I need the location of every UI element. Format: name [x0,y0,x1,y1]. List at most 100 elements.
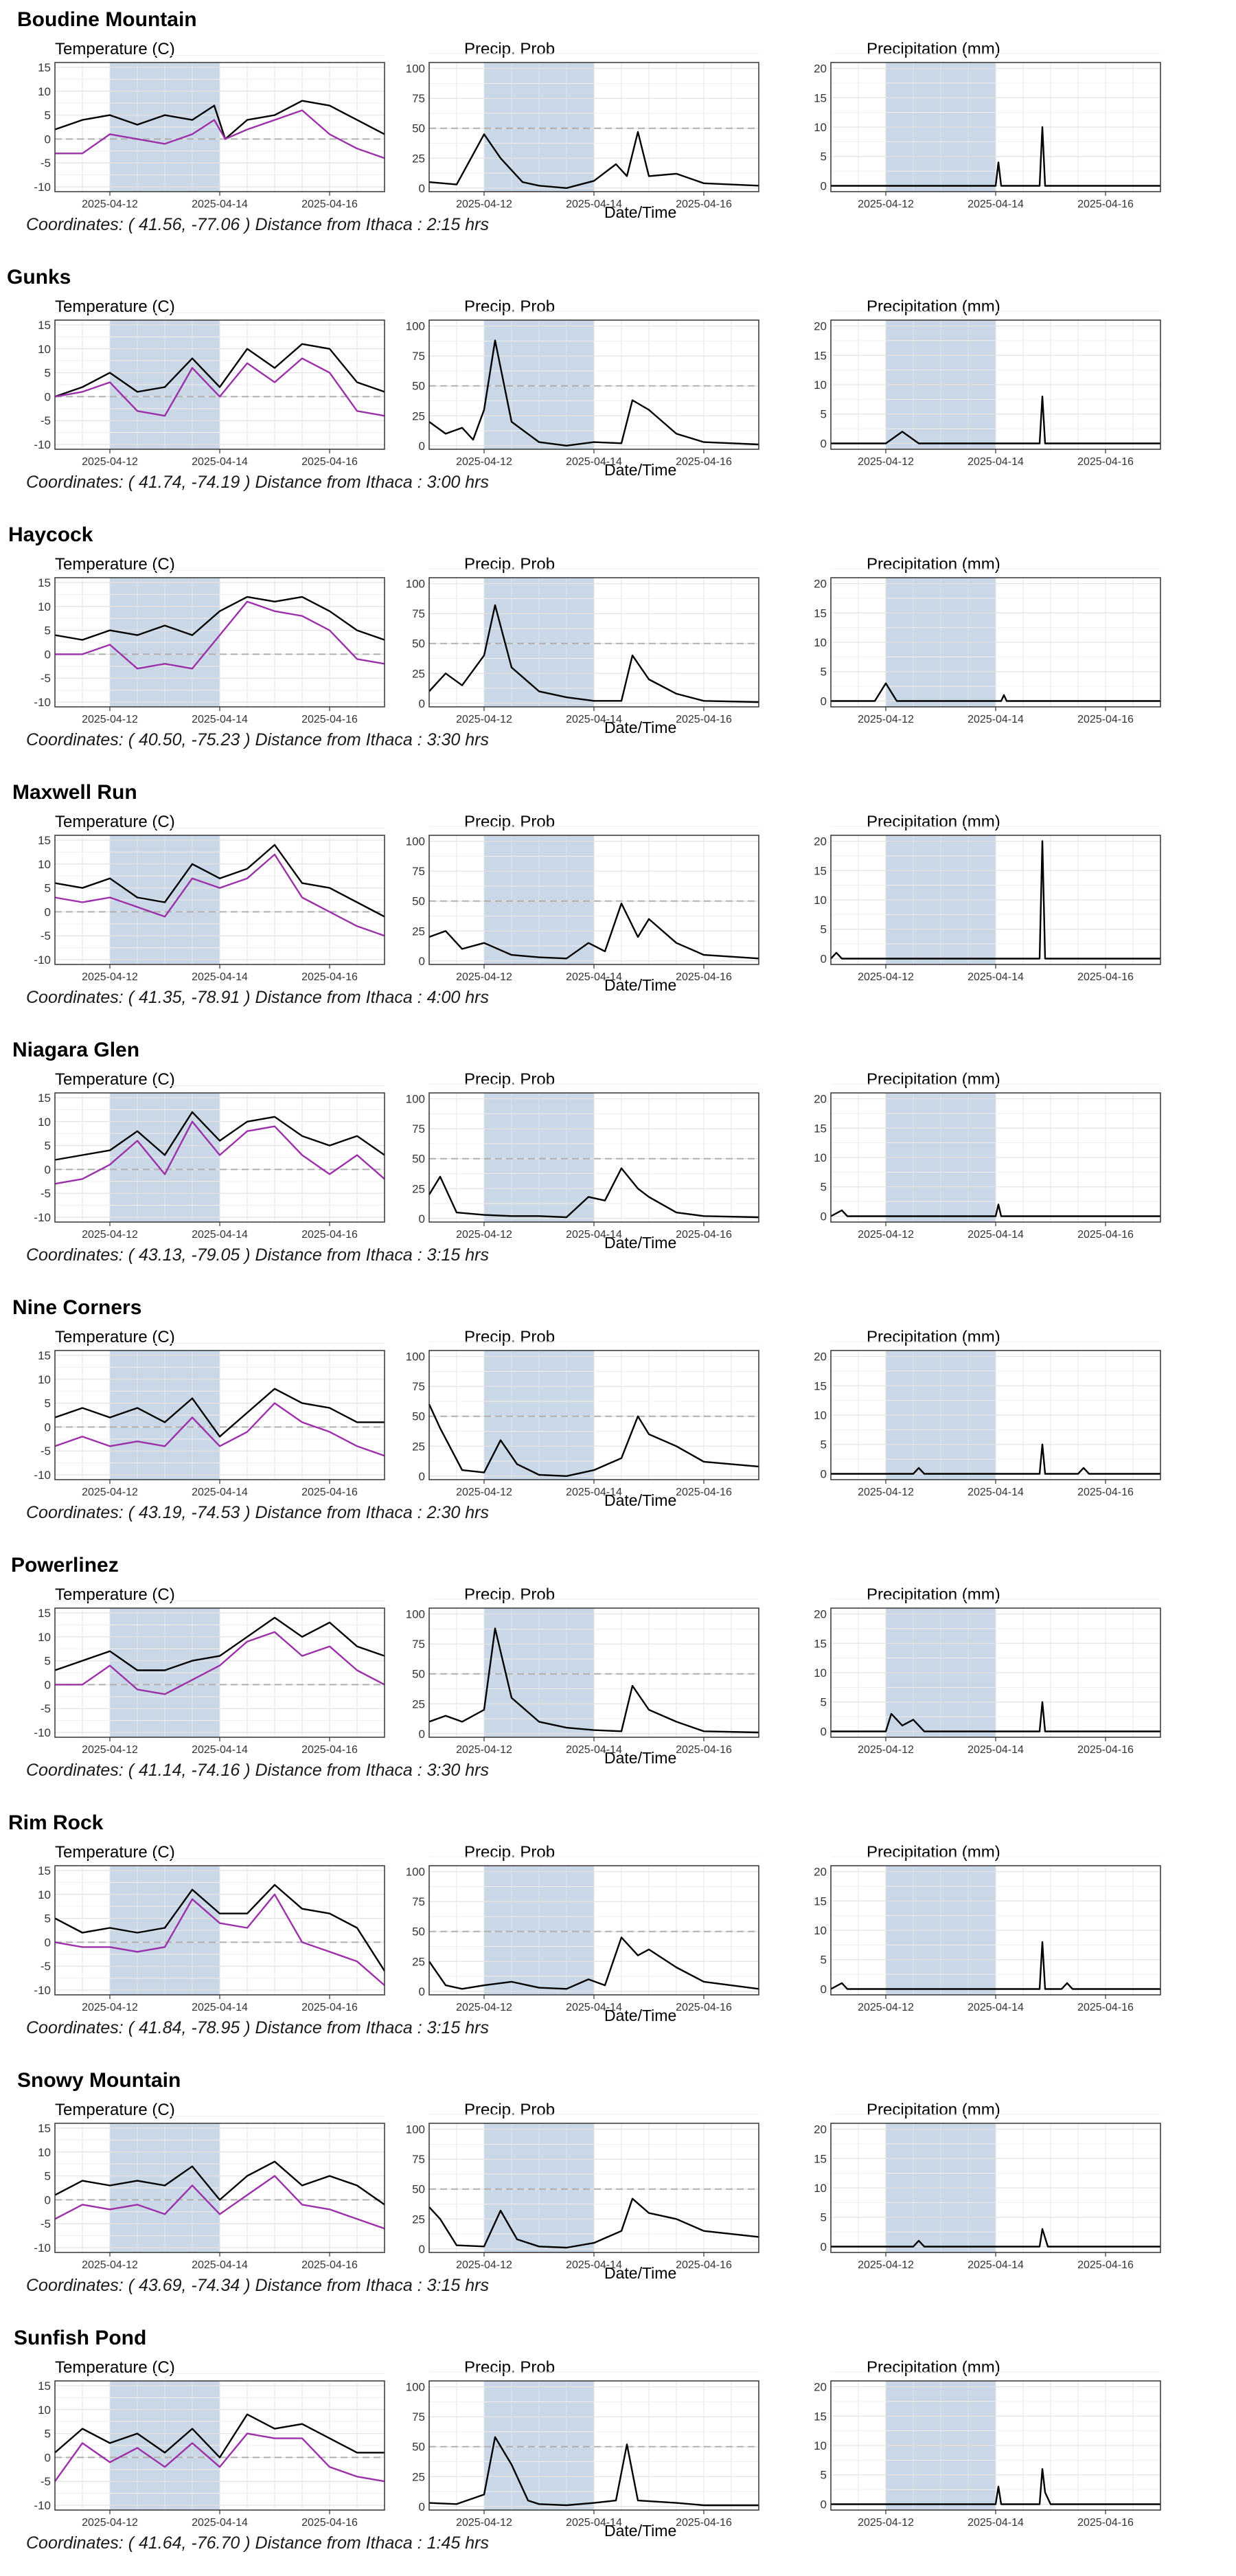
x-tick-label: 2025-04-12 [82,1229,138,1241]
y-tick-label: 0 [419,1212,425,1225]
panel-title: Temperature (C) [55,1585,175,1604]
y-tick-label: 5 [821,666,827,679]
panel-plot: 0 25 50 75 100 2025-04-12 2025-04-14 2025-04-16 [406,53,759,210]
y-tick-label: 10 [38,85,51,98]
series-line [428,2197,759,2249]
y-tick-label: 5 [821,1181,827,1194]
y-tick-label: 15 [38,834,51,847]
panel-title: Precip. Prob [464,1585,556,1604]
x-tick-label: 2025-04-12 [82,714,138,725]
x-tick-label: 2025-04-14 [192,199,248,210]
y-tick-label: 100 [406,1608,425,1621]
location-block: Boudine Mountain Temperature (C) Precip. P… [0,0,1236,258]
series-line [54,357,385,417]
location-block: Powerlinez Temperature (C) Precip. Prob Pre… [0,1546,1236,1803]
panel-title: Temperature (C) [55,555,175,574]
y-tick-label: 10 [814,121,827,134]
panel-plot: -10 -5 0 5 10 15 2025-04-12 2025-04-14 2025-04-1… [34,2373,385,2529]
panel-title: Temperature (C) [55,297,175,316]
y-tick-label: 0 [419,2500,425,2513]
series-line [54,1616,385,1671]
x-tick-label: 2025-04-14 [192,1744,248,1756]
y-tick-label: 0 [821,952,827,965]
y-tick-label: -5 [41,1445,51,1458]
panel-title: Precipitation (mm) [867,40,1000,58]
y-tick-label: 0 [45,133,51,146]
x-tick-label: 2025-04-14 [968,2002,1024,2013]
series-line [54,596,385,641]
y-tick-label: 0 [821,694,827,708]
panel-title: Precipitation (mm) [867,297,1000,316]
panel-title: Precip. Prob [464,40,556,58]
x-tick-label: 2025-04-12 [858,714,914,725]
x-tick-label: 2025-04-16 [301,199,358,210]
x-tick-label: 2025-04-14 [968,971,1024,983]
y-tick-label: 10 [814,2439,827,2452]
series-line [54,2413,385,2459]
panel-plot: -10 -5 0 5 10 15 2025-04-12 2025-04-14 2025-04-1… [34,1601,385,1756]
x-tick-label: 2025-04-12 [456,1744,512,1756]
coordinates-caption: Coordinates: ( 41.64, -76.70 ) Distance … [26,2533,489,2553]
panel-plot: 0 5 10 15 20 2025-04-12 2025-04-14 2025-04-16 [814,1598,1161,1756]
panel-plot: 0 5 10 15 20 2025-04-12 2025-04-14 2025-04-16 [814,2114,1161,2271]
x-tick-label: 2025-04-14 [192,2259,248,2271]
y-tick-label: 10 [38,343,51,356]
x-tick-label: 2025-04-12 [82,971,138,983]
panel-title: Precipitation (mm) [867,1070,1000,1089]
panel-title: Temperature (C) [55,813,175,831]
x-tick-label: 2025-04-12 [82,2259,138,2271]
panel-plot: -10 -5 0 5 10 15 2025-04-12 2025-04-14 2025-04-1… [34,570,385,725]
x-tick-label: 2025-04-16 [301,2259,358,2271]
x-tick-label: 2025-04-16 [676,2517,732,2529]
location-title: Rim Rock [8,1811,104,1834]
y-tick-label: 5 [45,2428,51,2441]
y-tick-label: 15 [38,576,51,589]
y-tick-label: 25 [412,409,425,422]
panel-title: Temperature (C) [55,1328,175,1346]
y-tick-label: 75 [412,1380,425,1393]
x-tick-label: 2025-04-14 [566,1229,622,1241]
y-tick-label: 15 [814,1379,827,1392]
y-tick-label: 50 [412,2183,425,2196]
panel-plot: 0 25 50 75 100 2025-04-12 2025-04-14 2025-04-16 [406,1598,759,1756]
series-line [830,1204,1160,1217]
x-axis-title: Date/Time [604,2007,677,2024]
y-tick-label: 10 [814,379,827,392]
series-line [54,1402,385,1457]
y-tick-label: 0 [419,1985,425,1998]
x-tick-label: 2025-04-16 [1077,1229,1134,1241]
y-tick-label: 0 [45,1678,51,1691]
location-title: Boudine Mountain [17,8,197,31]
y-tick-label: -5 [41,672,51,685]
y-tick-label: 75 [412,607,425,620]
series-line [831,2467,1160,2505]
y-tick-label: 0 [419,2243,425,2256]
y-tick-label: -5 [41,2475,51,2488]
y-tick-label: 75 [412,865,425,878]
x-tick-label: 2025-04-12 [82,1744,138,1756]
series-line [831,1701,1160,1732]
y-tick-label: 50 [412,637,425,651]
x-axis-title: Date/Time [604,719,677,736]
y-tick-label: -10 [34,1726,51,1739]
series-line [428,1167,759,1219]
x-axis-title: Date/Time [604,1491,677,1509]
y-tick-label: -5 [41,1960,51,1973]
y-tick-label: 25 [412,1440,425,1453]
x-axis-title: Date/Time [604,2264,677,2282]
y-tick-label: 50 [412,1925,425,1939]
x-tick-label: 2025-04-16 [301,2517,358,2529]
y-tick-label: 0 [45,2451,51,2464]
series-line [428,1403,759,1478]
y-tick-label: 5 [821,1954,827,1967]
y-tick-label: 10 [38,2146,51,2159]
x-tick-label: 2025-04-14 [968,1487,1024,1498]
x-tick-label: 2025-04-16 [1077,1487,1134,1498]
y-tick-label: 15 [38,319,51,332]
location-title: Niagara Glen [12,1039,140,1061]
location-title: Maxwell Run [12,781,137,804]
panel-plot: 0 5 10 15 20 2025-04-12 2025-04-14 2025-04-16 [814,310,1161,468]
y-tick-label: 5 [821,923,827,936]
panel-title: Precip. Prob [464,1328,556,1346]
y-tick-label: 10 [38,1373,51,1386]
